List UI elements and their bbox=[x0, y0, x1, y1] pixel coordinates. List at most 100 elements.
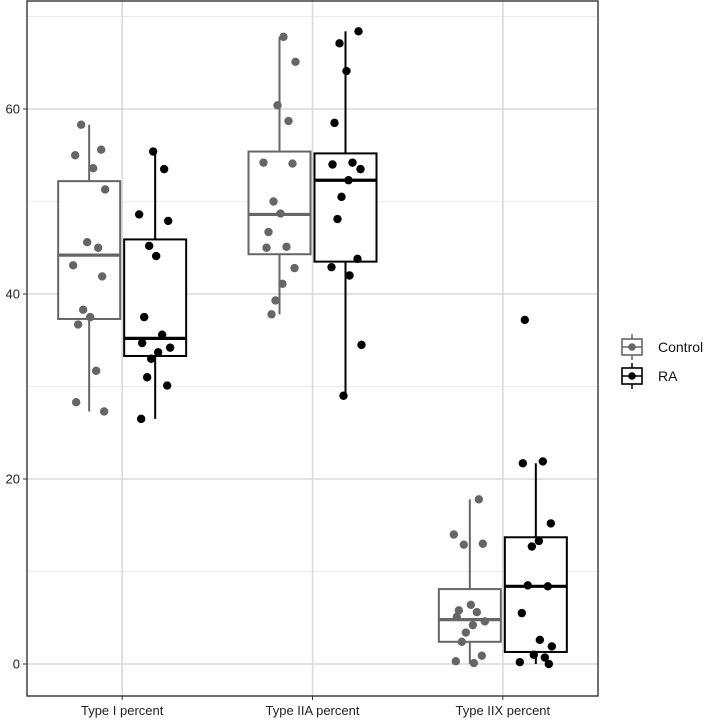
data-point-control bbox=[93, 243, 103, 252]
data-point-control bbox=[267, 310, 276, 319]
data-point-control bbox=[474, 495, 484, 504]
data-point-control bbox=[472, 608, 482, 617]
data-point-ra bbox=[339, 391, 348, 400]
grid bbox=[27, 0, 598, 696]
data-point-ra bbox=[163, 216, 173, 226]
data-point-control bbox=[457, 637, 467, 646]
legend[interactable]: Control RA bbox=[621, 334, 703, 389]
data-point-control bbox=[78, 305, 88, 314]
legend-item-control[interactable]: Control bbox=[621, 334, 703, 360]
data-point-control bbox=[264, 227, 273, 237]
data-point-ra bbox=[546, 519, 556, 528]
data-point-control bbox=[459, 540, 469, 549]
data-point-ra bbox=[148, 147, 158, 156]
legend-key-point bbox=[628, 372, 636, 380]
data-point-ra bbox=[534, 536, 544, 546]
data-point-ra bbox=[357, 340, 366, 350]
data-point-ra bbox=[342, 66, 351, 76]
data-point-ra bbox=[144, 241, 154, 251]
legend-label: RA bbox=[658, 368, 678, 384]
data-point-ra bbox=[136, 414, 146, 424]
data-point-ra bbox=[356, 164, 365, 174]
data-point-ra bbox=[348, 158, 357, 167]
data-point-ra bbox=[517, 608, 527, 618]
data-point-control bbox=[480, 617, 490, 626]
data-point-control bbox=[478, 539, 488, 548]
data-point-ra bbox=[518, 459, 528, 468]
y-tick-label: 40 bbox=[6, 287, 20, 302]
data-point-ra bbox=[153, 348, 163, 357]
data-point-control bbox=[468, 620, 478, 630]
data-point-ra bbox=[540, 653, 550, 662]
box-iqr bbox=[57, 180, 122, 320]
data-point-ra bbox=[333, 214, 342, 224]
data-point-control bbox=[477, 651, 487, 660]
box-control-1 bbox=[247, 36, 312, 315]
box-iqr bbox=[437, 588, 502, 643]
data-point-ra bbox=[544, 659, 554, 669]
data-point-control bbox=[99, 407, 109, 416]
data-point-control bbox=[73, 320, 83, 329]
data-point-control bbox=[469, 658, 479, 668]
data-point-control bbox=[451, 657, 461, 666]
box-iqr bbox=[247, 150, 312, 256]
box-ra-2 bbox=[503, 463, 568, 664]
data-point-ra bbox=[344, 176, 353, 185]
data-point-ra bbox=[330, 118, 339, 128]
data-point-ra bbox=[327, 262, 336, 272]
data-point-control bbox=[284, 116, 293, 126]
data-point-control bbox=[276, 209, 285, 218]
data-point-ra bbox=[328, 160, 337, 169]
data-point-control bbox=[278, 279, 287, 289]
box-control-0 bbox=[57, 124, 122, 412]
data-point-control bbox=[68, 261, 78, 270]
data-point-ra bbox=[337, 192, 346, 202]
box-iqr bbox=[313, 152, 378, 263]
boxes-layer bbox=[57, 31, 568, 664]
data-point-ra bbox=[547, 642, 557, 651]
data-point-ra bbox=[543, 582, 553, 591]
data-point-ra bbox=[146, 354, 156, 363]
y-tick-label: 20 bbox=[6, 472, 20, 487]
data-point-ra bbox=[335, 39, 344, 48]
data-point-ra bbox=[165, 343, 175, 352]
data-point-ra bbox=[162, 381, 172, 390]
data-point-control bbox=[282, 242, 291, 252]
data-point-ra bbox=[157, 330, 167, 339]
data-point-ra bbox=[515, 657, 525, 667]
data-point-control bbox=[96, 145, 106, 154]
legend-key-point bbox=[628, 343, 636, 351]
data-point-control bbox=[454, 606, 464, 615]
data-point-ra bbox=[354, 27, 363, 36]
box-ra-0 bbox=[123, 151, 188, 419]
data-point-control bbox=[82, 238, 92, 247]
y-tick-label: 60 bbox=[6, 102, 20, 117]
data-point-control bbox=[288, 159, 297, 168]
data-point-control bbox=[71, 398, 81, 407]
data-point-control bbox=[461, 628, 471, 637]
data-point-control bbox=[269, 197, 278, 206]
data-point-ra bbox=[535, 635, 545, 645]
legend-item-ra[interactable]: RA bbox=[621, 363, 678, 389]
data-point-control bbox=[88, 164, 98, 173]
data-point-ra bbox=[523, 581, 533, 590]
data-point-ra bbox=[345, 271, 354, 280]
x-tick-label: Type I percent bbox=[81, 703, 164, 718]
data-point-ra bbox=[137, 338, 147, 348]
data-point-control bbox=[271, 296, 280, 305]
data-point-ra bbox=[353, 254, 362, 264]
data-point-control bbox=[452, 612, 462, 622]
box-ra-1 bbox=[313, 31, 378, 396]
x-tick-label: Type IIA percent bbox=[266, 703, 360, 718]
data-point-control bbox=[449, 530, 459, 539]
data-point-ra bbox=[529, 650, 539, 659]
data-point-control bbox=[70, 151, 80, 160]
y-tick-label: 0 bbox=[13, 657, 20, 672]
axes: 0 20 40 60 Type I percent Type IIA percent Typ… bbox=[6, 102, 551, 719]
data-point-ra bbox=[142, 373, 152, 382]
box-iqr bbox=[503, 536, 568, 653]
x-tick-label: Type IIX percent bbox=[455, 703, 550, 718]
data-point-control bbox=[262, 243, 271, 252]
data-point-control bbox=[291, 57, 300, 67]
